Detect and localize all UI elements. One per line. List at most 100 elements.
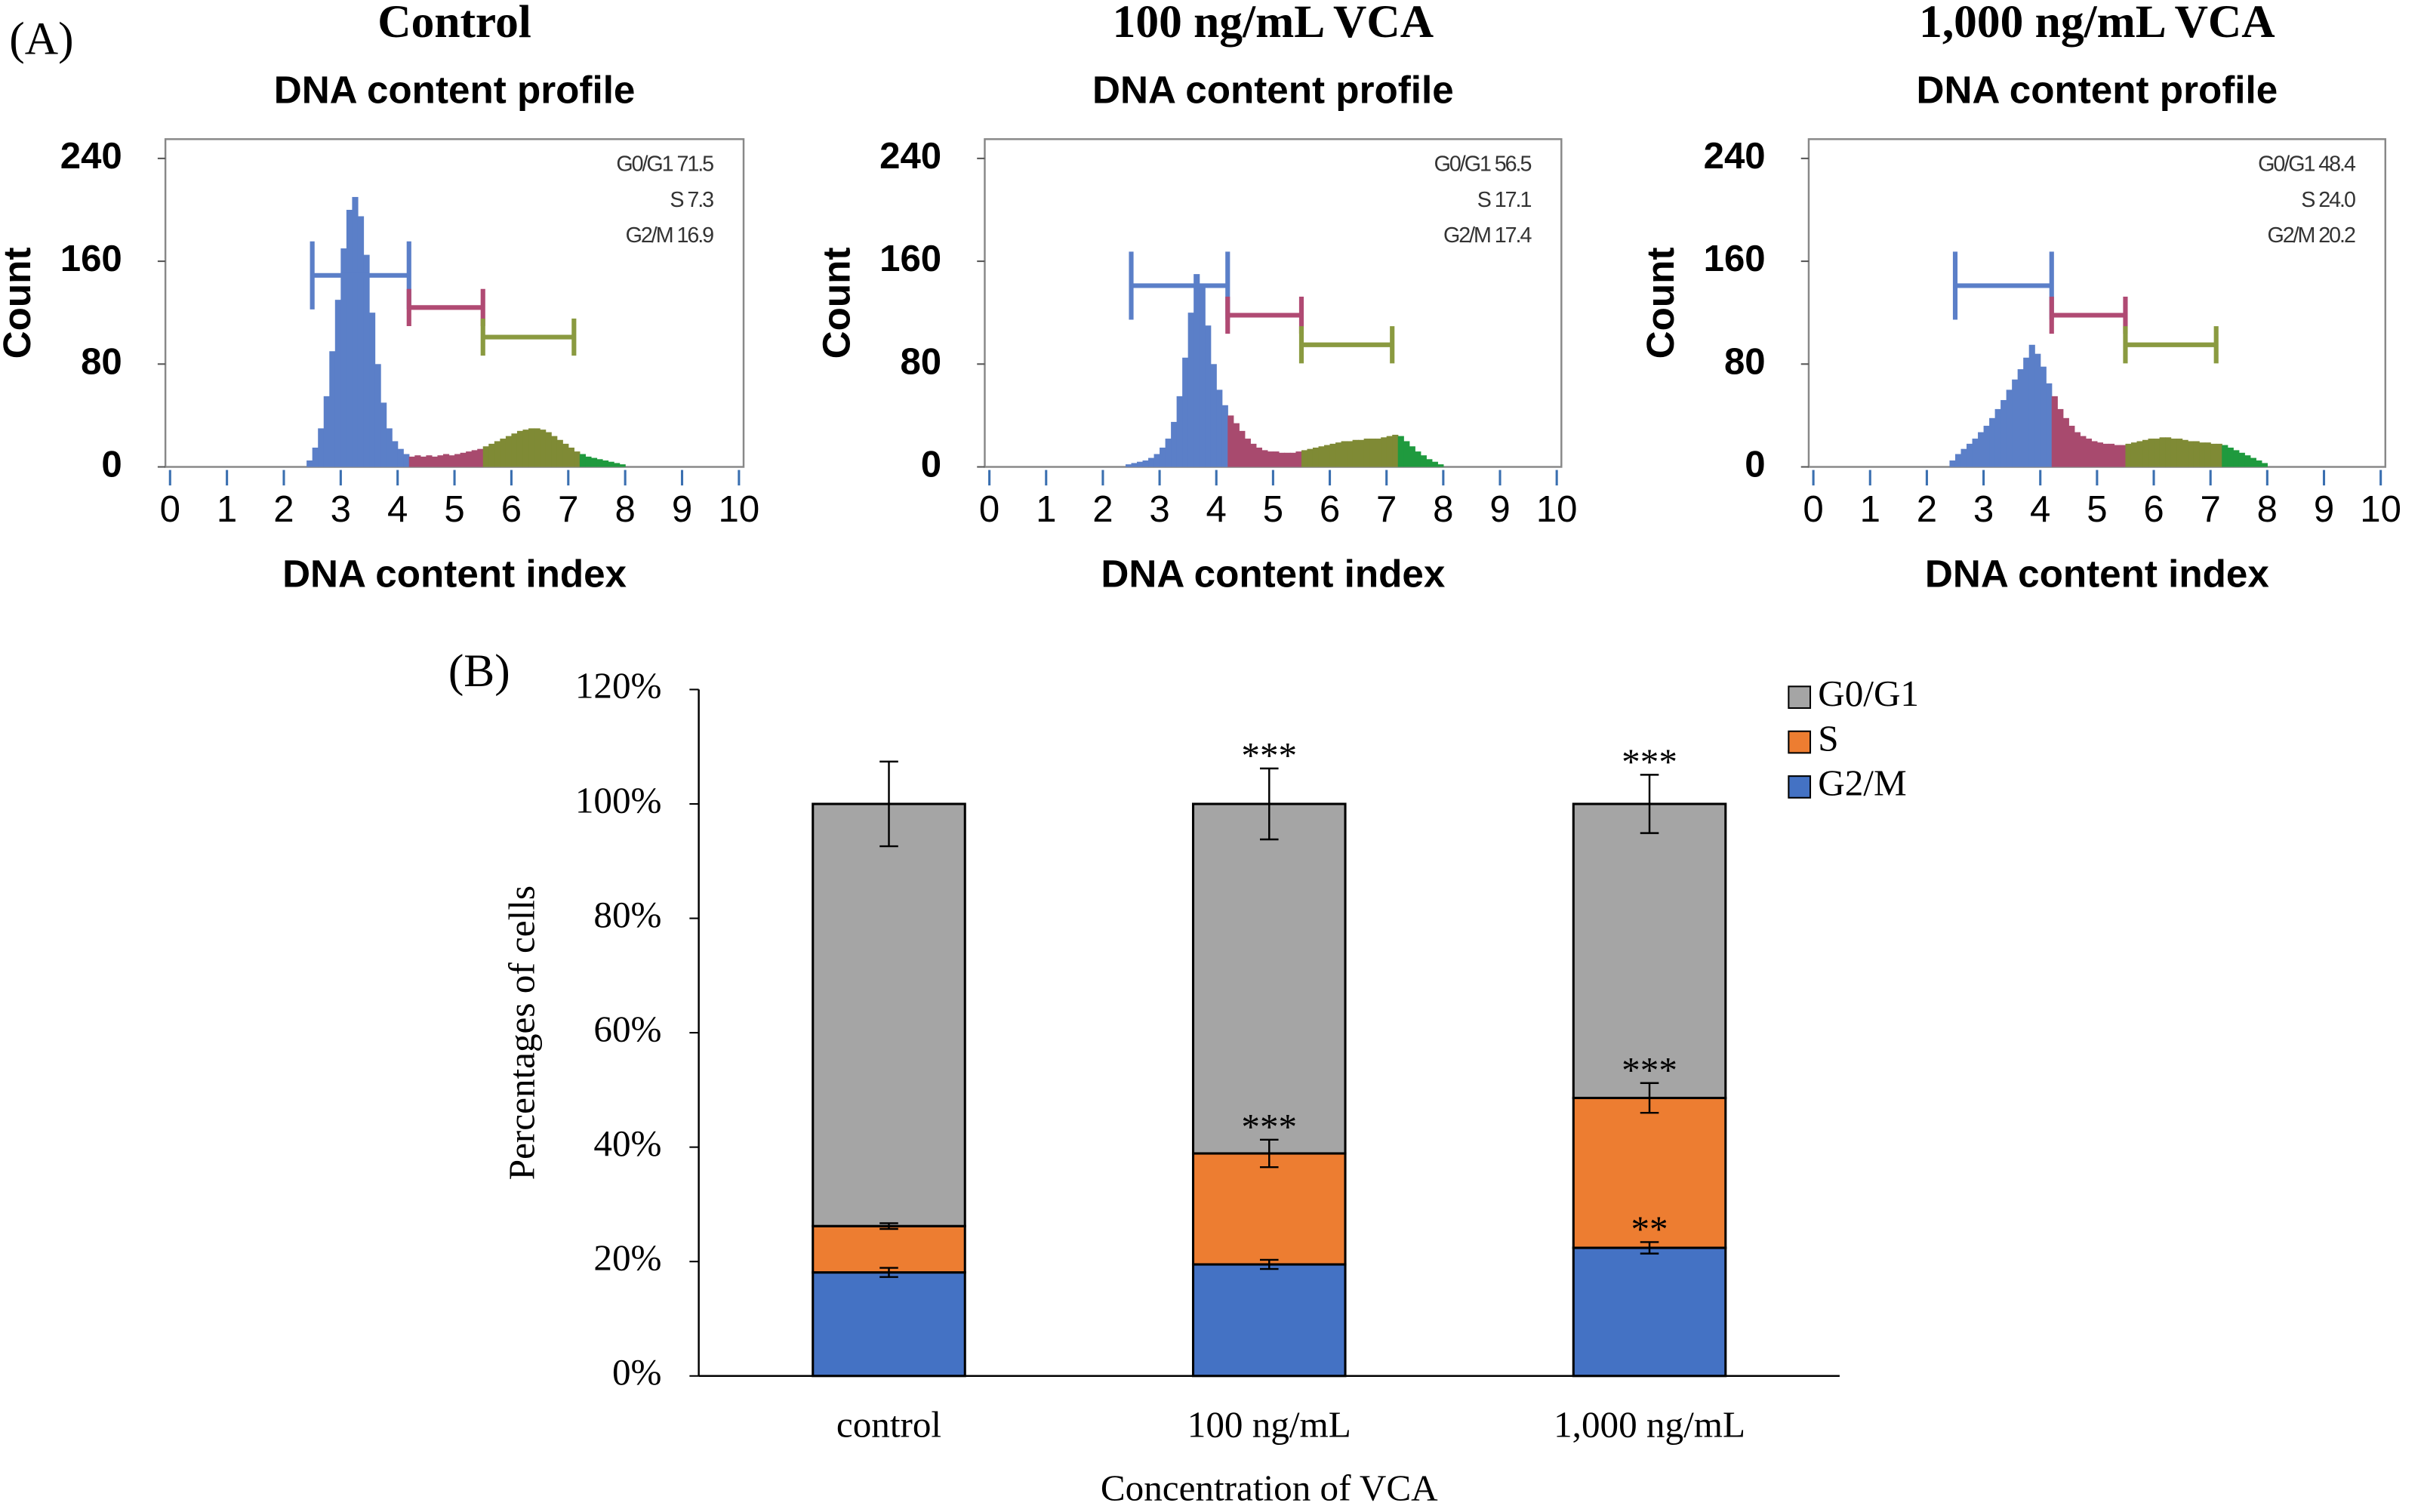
histogram-bar xyxy=(340,248,347,467)
chart-title: DNA content profile xyxy=(1092,68,1454,111)
histogram-bar xyxy=(2051,396,2058,467)
histogram-bar xyxy=(2034,353,2041,467)
bar-segment xyxy=(1572,1246,1727,1378)
histogram-bar xyxy=(1989,417,1996,467)
histogram-bar xyxy=(1176,396,1183,467)
legend-swatch xyxy=(1788,685,1812,710)
histogram-bar xyxy=(1329,443,1336,467)
x-axis-label: DNA content index xyxy=(1101,552,1445,595)
histogram-bar xyxy=(1182,357,1189,467)
histogram-bar xyxy=(2012,379,2019,467)
legend-swatch xyxy=(1788,775,1812,799)
histogram-bar xyxy=(403,454,410,467)
x-tick-label: 4 xyxy=(1206,489,1227,530)
histogram-bar xyxy=(1352,439,1359,467)
histogram-bar xyxy=(1165,439,1172,467)
y-tick-label: 80 xyxy=(1724,341,1766,382)
histogram-bar xyxy=(1244,439,1251,467)
x-tick-label: 6 xyxy=(2143,489,2164,530)
gate-annotation: G0/G1 71.5 xyxy=(616,152,713,177)
x-tick-label: 6 xyxy=(501,489,522,530)
histogram-bar xyxy=(1409,446,1415,467)
histogram-bar xyxy=(540,430,547,467)
bar-segment xyxy=(1191,802,1347,1155)
histogram-bar xyxy=(392,441,399,467)
histogram-bar xyxy=(1267,451,1274,467)
x-tick-label: 5 xyxy=(444,489,464,530)
histogram-bar xyxy=(2006,390,2013,467)
histogram-bar xyxy=(306,460,313,467)
histogram-bar xyxy=(2000,399,2007,467)
histogram-bar xyxy=(1221,405,1228,467)
histogram-bar xyxy=(1131,463,1138,467)
histogram-bar xyxy=(590,457,598,467)
histogram-bar xyxy=(619,464,626,467)
histogram-bar xyxy=(1420,455,1427,467)
histogram-bar xyxy=(602,460,609,467)
histogram-bar xyxy=(2028,344,2035,467)
histogram-bar xyxy=(2256,460,2262,467)
histogram-bar xyxy=(431,456,439,467)
histogram-bar xyxy=(442,454,450,467)
histogram-bar xyxy=(1289,452,1297,467)
y-axis-label: Count xyxy=(815,248,858,359)
histogram-bar xyxy=(2091,441,2098,467)
histogram-bar xyxy=(1205,325,1212,467)
histogram-bar xyxy=(2165,437,2172,467)
histogram-bar xyxy=(2068,426,2075,467)
histogram-bar xyxy=(312,447,319,467)
histogram-bar xyxy=(437,455,444,467)
histogram-bar xyxy=(1967,443,1973,467)
x-axis-label: Concentration of VCA xyxy=(1101,1467,1438,1509)
histogram-bar xyxy=(1295,451,1302,467)
gate-annotation: G2/M 20.2 xyxy=(2267,223,2355,248)
x-tick-label: 2 xyxy=(273,489,294,530)
histogram-bar xyxy=(494,441,501,467)
histogram-bar xyxy=(1210,364,1217,467)
histogram-bar xyxy=(534,428,541,467)
histogram-bar xyxy=(551,436,558,467)
y-tick-label: 240 xyxy=(1704,136,1766,177)
histogram-bar xyxy=(505,436,513,467)
histogram-bar xyxy=(1358,439,1365,467)
histogram-bar xyxy=(1227,415,1234,467)
panel-label: (B) xyxy=(448,645,510,697)
significance-label: *** xyxy=(1241,734,1297,776)
x-tick-label: 10 xyxy=(719,489,760,530)
histogram-bar xyxy=(1375,439,1381,467)
histogram-bar xyxy=(1403,441,1410,467)
x-tick-label: 2 xyxy=(1092,489,1113,530)
x-tick-label: 3 xyxy=(1149,489,1169,530)
y-tick-label: 80 xyxy=(900,341,941,382)
y-tick-label: 40% xyxy=(593,1122,661,1164)
y-tick-label: 0 xyxy=(1745,444,1765,485)
histogram-bar xyxy=(1278,452,1286,467)
histogram-bar xyxy=(1978,432,1985,467)
histogram-bar xyxy=(1216,390,1223,467)
histogram-bar xyxy=(2119,445,2127,467)
histogram-bar xyxy=(2261,463,2268,467)
histogram-bar xyxy=(1160,447,1166,467)
histogram-bar xyxy=(1153,454,1160,467)
histogram-bar xyxy=(2114,445,2121,467)
plot-frame xyxy=(1807,138,2387,468)
significance-label: ** xyxy=(1631,1208,1668,1249)
histogram-bar xyxy=(1148,457,1155,467)
histogram-bar xyxy=(1431,461,1438,467)
bar-segment xyxy=(1191,1263,1347,1378)
y-tick-label: 0% xyxy=(612,1351,662,1393)
y-tick-label: 20% xyxy=(593,1236,661,1278)
x-tick-label: 1,000 ng/mL xyxy=(1554,1404,1745,1446)
y-tick-label: 240 xyxy=(60,136,122,177)
y-tick-label: 160 xyxy=(1704,239,1766,279)
histogram-bar xyxy=(1187,313,1194,467)
histogram-bar xyxy=(1255,447,1262,467)
x-tick-label: 5 xyxy=(2087,489,2107,530)
histogram-bar xyxy=(2154,439,2161,467)
x-tick-label: 9 xyxy=(1489,489,1510,530)
x-tick-label: 9 xyxy=(672,489,692,530)
histogram-bar xyxy=(2136,441,2143,467)
histogram-bar xyxy=(1125,464,1132,467)
histogram-bar xyxy=(448,455,455,467)
histogram-bar xyxy=(2250,457,2256,467)
